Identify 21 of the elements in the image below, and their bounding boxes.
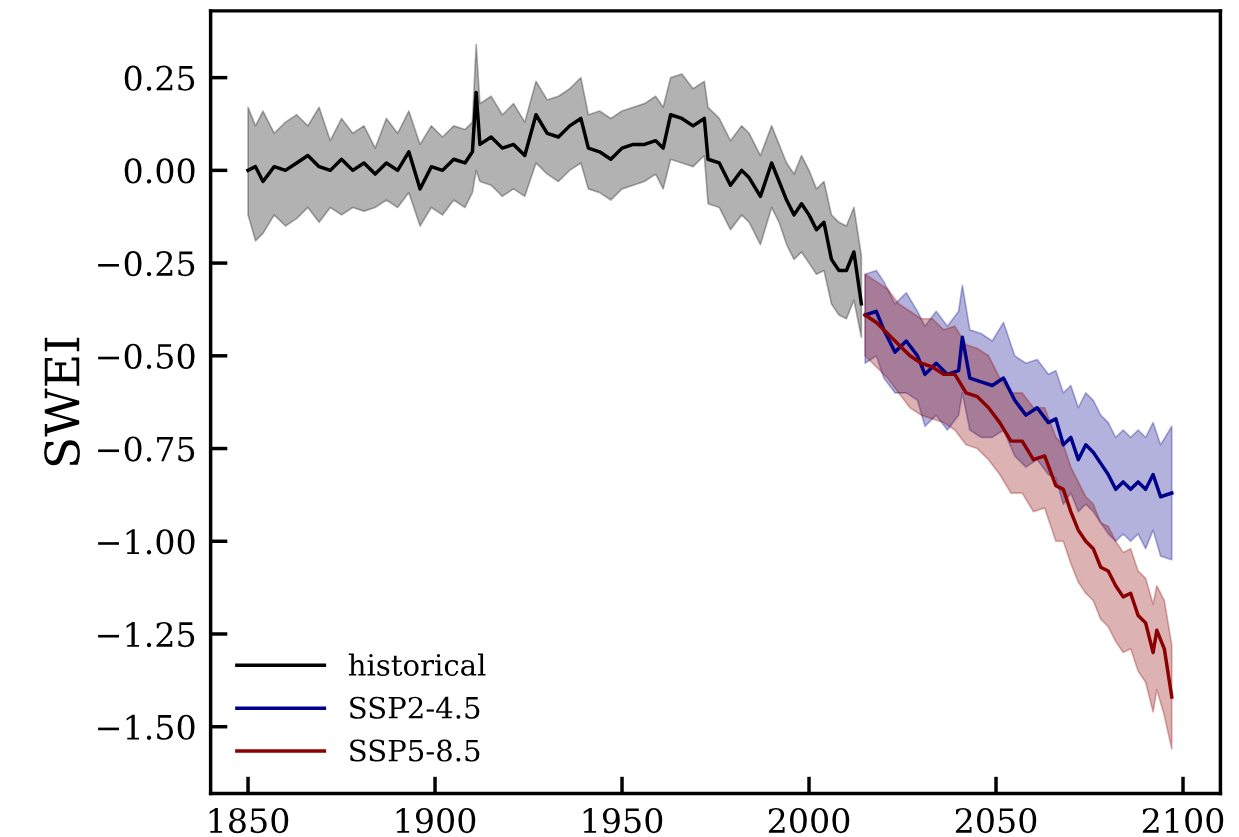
y-tick-label: −0.50: [98, 343, 195, 369]
x-tick-label: 1850: [209, 807, 289, 834]
x-tick-label: 1950: [583, 807, 663, 834]
legend-label: SSP5-8.5: [350, 739, 480, 762]
line-series: [246, 90, 864, 306]
y-tick-label: −1.25: [98, 621, 195, 648]
y-tick-label: 0.25: [124, 65, 195, 91]
y-tick-label: −1.00: [98, 529, 195, 555]
x-tick-label: 2000: [768, 807, 850, 834]
y-tick-label: −1.50: [98, 714, 195, 740]
legend-label: SSP2-4.5: [350, 696, 480, 719]
x-tick-label: 2100: [1142, 807, 1224, 834]
x-tick-label: 2050: [955, 807, 1037, 834]
y-tick-label: −0.75: [98, 436, 195, 462]
line-series: [863, 313, 1174, 699]
y-tick-label: 0.00: [124, 158, 195, 184]
legend-label: historical: [348, 653, 486, 676]
y-axis-title: SWEI: [44, 337, 80, 466]
line-series: [863, 309, 1174, 499]
x-tick-label: 1900: [396, 807, 476, 834]
y-tick-label: −0.25: [98, 251, 195, 277]
